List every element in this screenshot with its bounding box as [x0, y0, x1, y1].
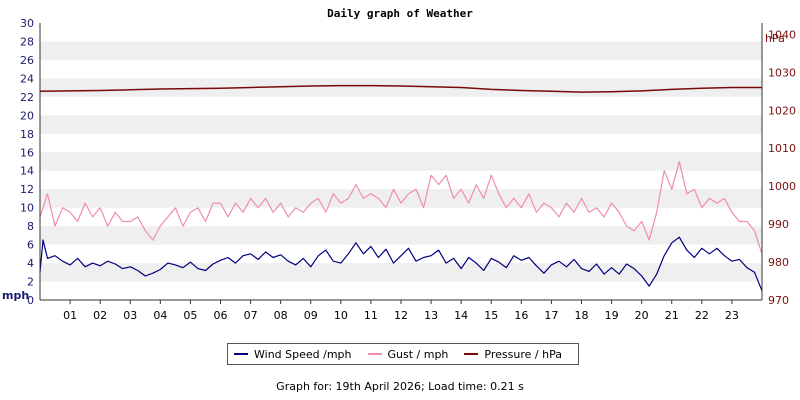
x-tick-label: 21 [665, 309, 679, 322]
series-layer [39, 84, 763, 292]
legend-label-gust: Gust / mph [387, 347, 449, 361]
right-tick-label: 1030 [768, 66, 796, 79]
x-tick-label: 07 [244, 309, 258, 322]
x-tick-label: 14 [454, 309, 468, 322]
grid-band [40, 41, 762, 60]
x-tick-label: 13 [424, 309, 438, 322]
left-tick-label: 24 [20, 72, 34, 85]
axes [39, 23, 763, 304]
left-tick-label: 14 [20, 165, 34, 178]
grid-band [40, 115, 762, 134]
x-tick-label: 08 [274, 309, 288, 322]
footer-text: Graph for: 19th April 2026; Load time: 0… [276, 380, 524, 393]
x-tick-label: 09 [304, 309, 318, 322]
x-tick-label: 18 [575, 309, 589, 322]
left-axis-unit: mph [2, 289, 29, 302]
right-tick-label: 1040 [768, 28, 796, 41]
left-tick-label: 26 [20, 54, 34, 67]
legend-swatch-gust [367, 353, 382, 355]
weather-chart: Daily graph of Weather 02468101214161820… [2, 7, 796, 322]
legend-item-gust: Gust / mph [367, 347, 449, 361]
x-tick-label: 05 [183, 309, 197, 322]
right-tick-label: 980 [768, 256, 789, 269]
right-tick-label: 1020 [768, 104, 796, 117]
series-line-gust [39, 160, 763, 254]
grid-band [40, 189, 762, 208]
grid-band [40, 152, 762, 171]
legend-label-pressure: Pressure / hPa [484, 347, 562, 361]
right-axis-unit: hPa [765, 32, 785, 45]
left-tick-label: 18 [20, 128, 34, 141]
tick-labels: 0246810121416182022242628309709809901000… [20, 17, 796, 322]
legend-label-wind: Wind Speed /mph [254, 347, 352, 361]
left-tick-label: 30 [20, 17, 34, 30]
chart-title: Daily graph of Weather [327, 7, 473, 20]
x-tick-label: 02 [93, 309, 107, 322]
x-tick-label: 22 [695, 309, 709, 322]
left-tick-label: 6 [27, 239, 34, 252]
left-tick-label: 20 [20, 109, 34, 122]
legend: Wind Speed /mph Gust / mph Pressure / hP… [227, 343, 579, 365]
legend-swatch-pressure [464, 353, 479, 355]
grid-band [40, 78, 762, 97]
x-tick-label: 01 [63, 309, 77, 322]
x-tick-label: 10 [334, 309, 348, 322]
left-tick-label: 0 [27, 294, 34, 307]
left-tick-label: 8 [27, 220, 34, 233]
left-tick-label: 16 [20, 146, 34, 159]
right-tick-label: 1010 [768, 142, 796, 155]
left-tick-label: 2 [27, 276, 34, 289]
left-tick-label: 22 [20, 91, 34, 104]
x-tick-label: 23 [725, 309, 739, 322]
grid-bands [40, 23, 762, 300]
left-tick-label: 28 [20, 35, 34, 48]
right-tick-label: 970 [768, 294, 789, 307]
legend-item-pressure: Pressure / hPa [464, 348, 562, 361]
right-tick-label: 1000 [768, 180, 796, 193]
x-tick-label: 06 [214, 309, 228, 322]
x-tick-label: 17 [544, 309, 558, 322]
grid-band [40, 226, 762, 245]
x-tick-label: 11 [364, 309, 378, 322]
left-tick-label: 12 [20, 183, 34, 196]
x-tick-label: 03 [123, 309, 137, 322]
x-tick-label: 19 [605, 309, 619, 322]
x-tick-label: 12 [394, 309, 408, 322]
series-line-wind [39, 236, 763, 292]
legend-item-wind: Wind Speed /mph [234, 348, 352, 361]
series-line-pressure [39, 84, 762, 93]
x-tick-label: 15 [484, 309, 498, 322]
x-tick-label: 20 [635, 309, 649, 322]
left-tick-label: 10 [20, 202, 34, 215]
x-tick-label: 16 [514, 309, 528, 322]
right-tick-label: 990 [768, 218, 789, 231]
left-tick-label: 4 [27, 257, 34, 270]
legend-swatch-wind [234, 353, 248, 355]
x-tick-label: 04 [153, 309, 167, 322]
